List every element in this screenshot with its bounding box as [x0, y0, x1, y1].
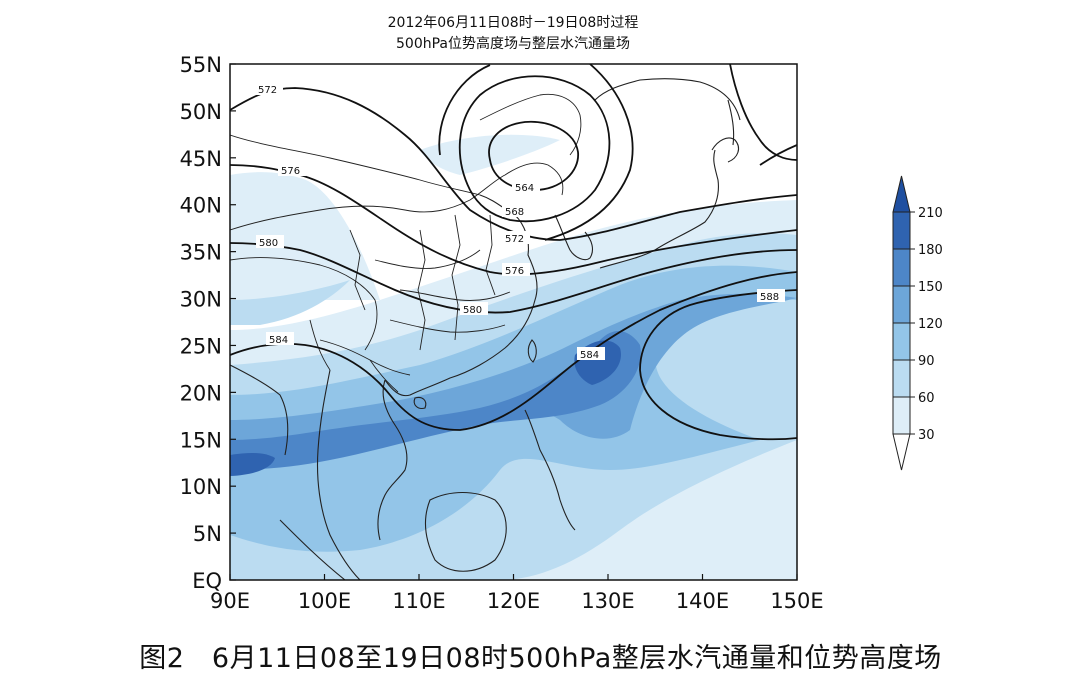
border-provinces-2: [399, 289, 511, 301]
x-tick-label: 150E: [770, 589, 823, 613]
colorbar-bottom-arrow: [892, 433, 911, 471]
shade-level-120: [230, 293, 797, 455]
coastline-russia-east: [594, 78, 741, 121]
contour-label-572-west: 572: [258, 85, 277, 96]
colorbar-label: 30: [918, 428, 935, 443]
contour-label-580-east: 580: [463, 305, 482, 316]
colorbar-top-arrow: [892, 175, 911, 213]
map-figure: 2012年06月11日08时－19日08时过程 500hPa位势高度场与整层水汽…: [180, 15, 943, 613]
y-axis-labels: EQ 5N 10N 15N 20N 25N 30N 35N 40N 45N 50N 55N: [180, 53, 222, 593]
coastline-indochina: [377, 379, 408, 541]
colorbar-box: [892, 285, 911, 324]
y-tick-label: 55N: [180, 53, 222, 77]
contour-588: [639, 289, 797, 441]
x-tick-label: 100E: [298, 589, 351, 613]
contour-label-584-west: 584: [269, 335, 288, 346]
border-provinces-3: [389, 319, 506, 333]
contour-label-588: 588: [760, 292, 779, 303]
colorbar-label: 120: [918, 317, 943, 332]
y-tick-label: EQ: [192, 569, 222, 593]
border-northeast: [479, 93, 582, 156]
y-tick-label: 40N: [180, 194, 222, 218]
coastline-india: [230, 364, 289, 456]
border-provinces-5: [451, 214, 461, 341]
coastline-japan: [599, 149, 719, 269]
contour-trough: [759, 144, 797, 166]
contour-564-low: [458, 75, 611, 223]
colorbar-label: 210: [918, 206, 943, 221]
coastline-peninsula: [316, 369, 361, 580]
axis-ticks: [229, 63, 798, 581]
border-tibet: [230, 257, 378, 351]
chart-title-line2: 500hPa位势高度场与整层水汽通量场: [396, 35, 630, 52]
map-plot-area: 572 576 580 584 564 568 572 576 580 584 …: [230, 64, 797, 580]
y-tick-label: 45N: [180, 147, 222, 171]
coastline-taiwan: [527, 339, 537, 363]
coastline-sakhalin: [727, 99, 735, 146]
contour-label-584-east: 584: [580, 350, 599, 361]
contour-labels: 572 576 580 584 564 568 572 576 580 584 …: [255, 82, 785, 361]
coastlines: [230, 78, 741, 580]
x-tick-label: 130E: [581, 589, 634, 613]
y-tick-label: 25N: [180, 334, 222, 358]
contour-label-576-east: 576: [505, 266, 524, 277]
colorbar-label: 180: [918, 243, 943, 258]
colorbar-box: [892, 248, 911, 287]
admin-borders: [230, 93, 582, 393]
x-axis-labels: 90E 100E 110E 120E 130E 140E 150E: [210, 589, 824, 613]
contour-568-low: [438, 64, 634, 241]
contour-northeast: [729, 64, 797, 161]
colorbar-box: [892, 396, 911, 435]
border-mongolia-south: [230, 134, 481, 196]
border-china-north: [230, 162, 564, 231]
chart-title-line1: 2012年06月11日08时－19日08时过程: [388, 15, 639, 31]
y-tick-label: 15N: [180, 428, 222, 452]
shade-level-60-plateau: [230, 280, 350, 325]
x-tick-label: 110E: [392, 589, 445, 613]
shade-level-30b: [230, 172, 380, 300]
contour-572-west: [230, 87, 797, 241]
border-provinces-1: [374, 249, 481, 269]
x-tick-label: 140E: [676, 589, 729, 613]
colorbar-label: 150: [918, 280, 943, 295]
colorbar-box: [892, 359, 911, 398]
x-tick-label: 90E: [210, 589, 250, 613]
coastline-borneo: [424, 492, 507, 572]
border-provinces-6: [485, 214, 496, 296]
contour-label-576-west: 576: [281, 166, 300, 177]
coastline-korea: [554, 214, 594, 261]
figure-caption: 图2 6月11日08至19日08时500hPa整层水汽通量和位势高度场: [139, 643, 942, 674]
contour-584: [230, 271, 797, 431]
contour-label-568: 568: [505, 207, 524, 218]
x-tick-label: 120E: [487, 589, 540, 613]
y-tick-label: 30N: [180, 288, 222, 312]
border-provinces-4: [417, 229, 426, 351]
y-tick-label: 20N: [180, 381, 222, 405]
shade-level-150: [230, 330, 641, 470]
y-tick-label: 50N: [180, 100, 222, 124]
y-tick-label: 35N: [180, 241, 222, 265]
y-tick-label: 10N: [180, 475, 222, 499]
coastline-sumatra: [279, 519, 346, 580]
coastline-hainan: [413, 396, 427, 409]
coastline-china: [384, 194, 538, 397]
contour-label-564: 564: [515, 183, 534, 194]
contour-label-572-east: 572: [505, 234, 524, 245]
colorbar-label: 60: [918, 391, 935, 406]
moisture-flux-shading: [230, 134, 797, 580]
border-provinces-7: [349, 229, 366, 311]
colorbar-label: 90: [918, 354, 935, 369]
colorbar: 210 180 150 120 90 60 30: [892, 175, 943, 471]
coastline-hokkaido: [711, 137, 740, 163]
colorbar-box: [892, 322, 911, 361]
coastline-philippines: [524, 409, 576, 531]
border-laos-vietnam: [369, 359, 399, 393]
contour-label-580-west: 580: [259, 238, 278, 249]
shade-level-180b: [230, 453, 275, 476]
y-tick-label: 5N: [193, 522, 222, 546]
colorbar-box: [892, 211, 911, 250]
